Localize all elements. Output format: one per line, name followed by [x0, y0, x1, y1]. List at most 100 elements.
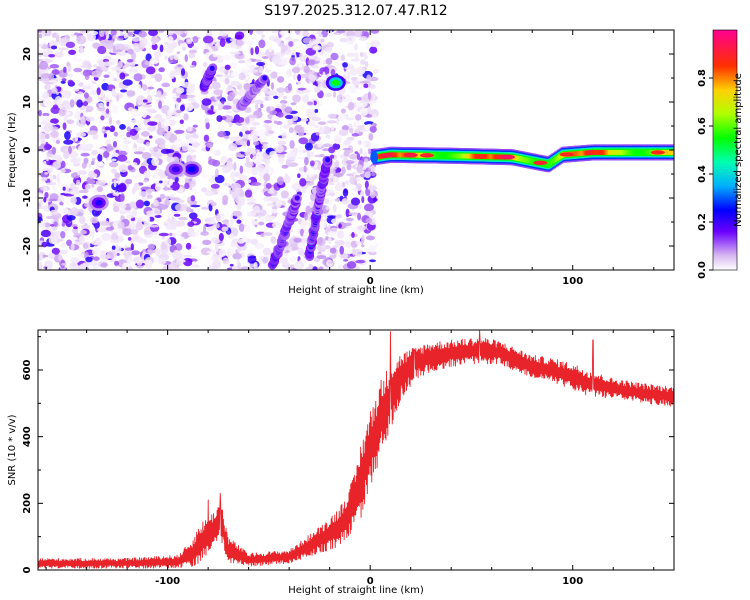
- noise-speckle: [327, 237, 332, 244]
- noise-speckle: [61, 36, 68, 44]
- noise-speckle: [237, 262, 242, 270]
- noise-speckle: [75, 182, 81, 186]
- noise-speckle: [83, 92, 89, 99]
- noise-speckle: [113, 131, 118, 137]
- noise-speckle: [45, 155, 50, 162]
- noise-speckle: [118, 203, 127, 209]
- noise-speckle: [309, 39, 313, 48]
- noise-speckle: [261, 56, 269, 59]
- noise-speckle: [250, 238, 259, 245]
- noise-speckle: [66, 239, 72, 247]
- noise-speckle: [81, 162, 87, 169]
- noise-speckle: [255, 59, 262, 62]
- noise-speckle: [146, 188, 156, 192]
- noise-speckle: [346, 261, 357, 269]
- noise-speckle: [325, 244, 331, 249]
- noise-speckle: [175, 243, 183, 251]
- noise-speckle: [362, 93, 373, 103]
- noise-speckle: [190, 180, 197, 188]
- band-hotspot: [559, 152, 574, 157]
- noise-speckle: [184, 54, 188, 63]
- noise-speckle: [202, 62, 208, 67]
- noise-speckle: [184, 182, 190, 190]
- noise-speckle: [50, 130, 59, 138]
- noise-speckle: [318, 126, 325, 135]
- noise-speckle: [254, 99, 264, 105]
- noise-speckle: [319, 153, 325, 158]
- noise-speckle: [60, 80, 66, 84]
- noise-speckle: [44, 172, 49, 175]
- noise-speckle: [115, 191, 120, 197]
- noise-speckle: [302, 30, 310, 39]
- noise-speckle: [298, 137, 309, 145]
- noise-speckle: [294, 30, 301, 35]
- noise-speckle: [240, 266, 250, 270]
- noise-speckle: [228, 233, 235, 239]
- noise-speckle: [233, 178, 237, 182]
- streak-core: [294, 195, 300, 201]
- noise-speckle: [76, 99, 83, 108]
- band-hotspot: [500, 154, 515, 160]
- noise-speckle: [309, 160, 315, 167]
- noise-speckle: [144, 60, 150, 66]
- noise-speckle: [158, 232, 170, 237]
- noise-speckle: [101, 232, 112, 241]
- noise-speckle: [181, 81, 192, 88]
- noise-speckle: [168, 213, 173, 220]
- noise-speckle: [92, 133, 99, 140]
- noise-speckle: [188, 49, 198, 54]
- noise-speckle: [175, 109, 183, 114]
- snr-ytick-label: 200: [22, 493, 33, 514]
- noise-speckle: [154, 73, 163, 82]
- noise-speckle: [42, 91, 50, 100]
- noise-speckle: [339, 245, 345, 255]
- band-hotspot: [650, 150, 665, 155]
- noise-speckle: [241, 126, 249, 133]
- noise-speckle: [39, 252, 43, 261]
- noise-speckle: [40, 229, 51, 238]
- noise-speckle: [235, 196, 246, 205]
- noise-speckle: [252, 205, 261, 214]
- noise-speckle: [91, 70, 102, 78]
- noise-speckle: [128, 68, 139, 73]
- noise-speckle: [43, 98, 54, 107]
- noise-speckle: [215, 213, 221, 222]
- colorbar-gradient: [712, 29, 738, 271]
- noise-speckle: [226, 110, 232, 114]
- noise-speckle: [87, 130, 98, 135]
- noise-speckle: [261, 255, 270, 265]
- noise-speckle: [365, 114, 373, 118]
- noise-speckle: [160, 148, 172, 154]
- noise-speckle: [263, 119, 273, 124]
- noise-speckle: [92, 247, 102, 257]
- noise-speckle: [307, 59, 316, 66]
- noise-speckle: [291, 183, 302, 191]
- noise-speckle: [191, 45, 200, 50]
- noise-speckle: [239, 165, 244, 174]
- noise-speckle: [359, 148, 363, 155]
- noise-speckle: [210, 202, 217, 207]
- noise-speckle: [135, 221, 144, 231]
- noise-speckle: [281, 164, 289, 169]
- noise-speckle: [223, 74, 231, 78]
- noise-speckle: [254, 103, 259, 110]
- noise-speckle: [202, 35, 214, 44]
- noise-speckle: [62, 186, 66, 191]
- noise-speckle: [206, 250, 214, 254]
- noise-speckle: [93, 64, 97, 68]
- noise-speckle: [226, 248, 234, 257]
- noise-speckle: [43, 196, 47, 203]
- noise-speckle: [278, 156, 285, 164]
- noise-speckle: [73, 32, 80, 36]
- noise-speckle: [366, 74, 372, 83]
- noise-speckle: [257, 51, 266, 57]
- noise-speckle: [74, 136, 79, 142]
- noise-speckle: [318, 33, 323, 38]
- snr-series-line: [38, 330, 674, 569]
- noise-speckle: [43, 186, 48, 192]
- noise-speckle: [111, 66, 121, 72]
- noise-speckle: [355, 259, 366, 264]
- blob-core: [331, 79, 340, 86]
- noise-speckle: [299, 52, 303, 58]
- noise-speckle: [72, 88, 80, 92]
